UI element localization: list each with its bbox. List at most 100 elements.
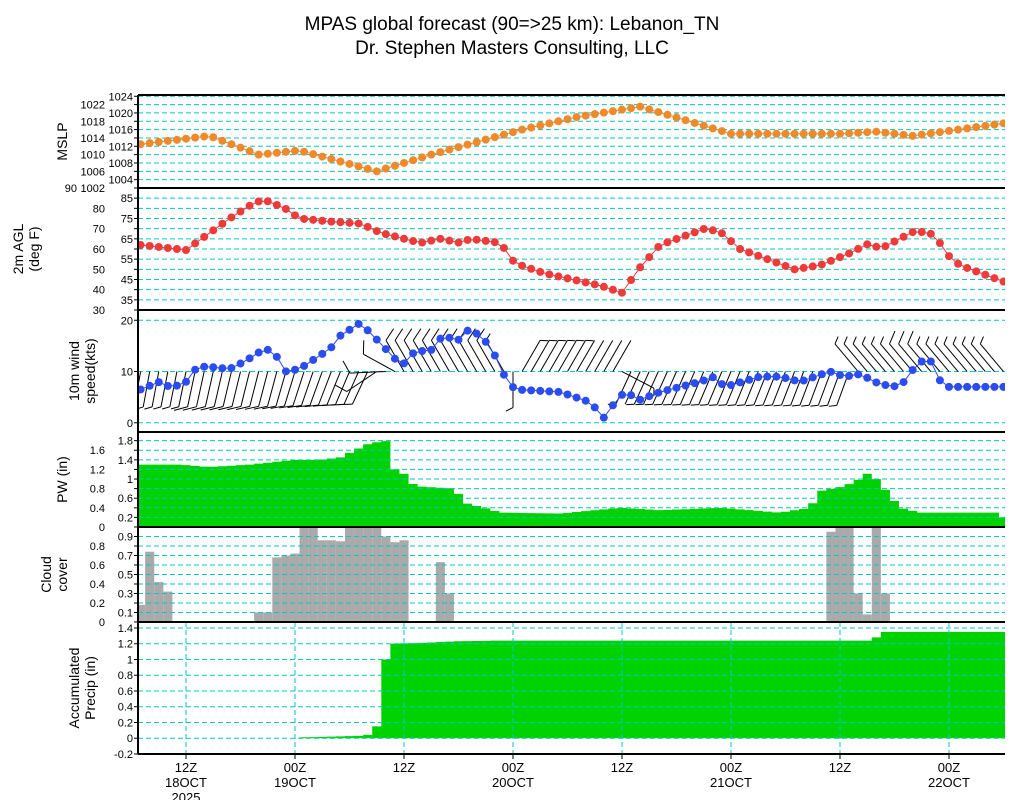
temp-point bbox=[781, 262, 789, 270]
wind-point bbox=[818, 370, 826, 378]
wind-point bbox=[981, 383, 989, 391]
temp-point bbox=[663, 238, 671, 246]
y-tick-label: 0.8 bbox=[118, 670, 133, 682]
temp-point bbox=[682, 232, 690, 240]
wind-barb bbox=[431, 340, 449, 371]
mslp-point bbox=[845, 129, 853, 137]
wind-barb-flag bbox=[980, 337, 983, 344]
cloud-bar bbox=[327, 540, 336, 622]
wind-barb bbox=[259, 372, 268, 407]
mslp-point bbox=[364, 165, 372, 173]
temp-point bbox=[309, 216, 317, 224]
temp-point bbox=[927, 230, 935, 238]
temp-point bbox=[545, 270, 553, 278]
y-axis-label: Cloud bbox=[38, 556, 54, 593]
temp-point bbox=[536, 268, 544, 276]
y-tick-label: 1008 bbox=[109, 158, 133, 170]
wind-barb-flag bbox=[908, 331, 913, 344]
temp-point bbox=[500, 244, 508, 252]
cloud-bar bbox=[381, 537, 390, 623]
temp-point bbox=[691, 228, 699, 236]
wind-point bbox=[282, 367, 290, 375]
wind-barb bbox=[689, 372, 703, 405]
mslp-point bbox=[155, 138, 163, 146]
wind-barb bbox=[917, 344, 940, 372]
y-axis-label: cover bbox=[54, 557, 70, 592]
wind-barb bbox=[214, 372, 222, 407]
mslp-point bbox=[900, 131, 908, 139]
wind-point bbox=[464, 327, 472, 335]
y-tick-label: 1002 bbox=[81, 183, 105, 195]
wind-barb bbox=[844, 344, 867, 372]
wind-point bbox=[418, 347, 426, 355]
wind-barb-flag bbox=[783, 405, 791, 406]
temp-point bbox=[182, 246, 190, 254]
cloud-bar bbox=[826, 532, 835, 622]
temp-point bbox=[836, 253, 844, 261]
temp-point bbox=[382, 230, 390, 238]
wind-point bbox=[200, 363, 208, 371]
temp-point bbox=[554, 272, 562, 280]
y-tick-label: 0.3 bbox=[118, 589, 133, 601]
temp-point bbox=[327, 218, 335, 226]
wind-point bbox=[300, 362, 308, 370]
wind-point bbox=[564, 391, 572, 399]
y-tick-label: 40 bbox=[93, 285, 105, 297]
wind-point bbox=[772, 373, 780, 381]
mslp-point bbox=[309, 150, 317, 158]
wind-barb bbox=[890, 344, 913, 372]
wind-point bbox=[682, 381, 690, 389]
wind-point bbox=[691, 379, 699, 387]
wind-point bbox=[482, 338, 490, 346]
mslp-point bbox=[645, 105, 653, 113]
temp-point bbox=[654, 243, 662, 251]
wind-point bbox=[346, 326, 354, 334]
wind-point bbox=[573, 394, 581, 402]
mslp-point bbox=[246, 147, 254, 155]
y-tick-label: 70 bbox=[93, 224, 105, 236]
y-axis-label: speed(kts) bbox=[82, 338, 98, 403]
wind-barb bbox=[871, 344, 894, 372]
wind-point bbox=[455, 336, 463, 344]
temp-point bbox=[491, 238, 499, 246]
temp-point bbox=[809, 262, 817, 270]
panels: 1024102210201018101610141012101010081006… bbox=[10, 91, 1008, 800]
mslp-point bbox=[663, 111, 671, 119]
wind-barb-flag bbox=[792, 405, 800, 406]
panel-mslp: 1024102210201018101610141012101010081006… bbox=[54, 91, 1007, 195]
wind-point bbox=[781, 374, 789, 382]
wind-barb bbox=[205, 372, 213, 407]
temp-point bbox=[346, 219, 354, 227]
chart-title: MPAS global forecast (90=>25 km): Lebano… bbox=[305, 14, 720, 35]
wind-barb bbox=[459, 340, 477, 371]
wind-barb-flag bbox=[162, 407, 170, 409]
plot-area-pw bbox=[138, 441, 1008, 527]
y-tick-label: 0.8 bbox=[90, 541, 105, 553]
mslp-point bbox=[164, 137, 172, 145]
wind-point bbox=[963, 383, 971, 391]
temp-point bbox=[936, 239, 944, 247]
temp-point bbox=[718, 229, 726, 237]
y-tick-label: 0 bbox=[127, 733, 133, 745]
cloud-bar bbox=[318, 540, 327, 622]
mslp-point bbox=[691, 119, 699, 127]
y-tick-label: 45 bbox=[121, 275, 133, 287]
temp-point bbox=[954, 260, 962, 268]
mslp-point bbox=[636, 103, 644, 111]
mslp-point bbox=[264, 150, 272, 158]
wind-barb-flag bbox=[917, 337, 920, 344]
wind-point bbox=[355, 320, 363, 328]
y-tick-label: 0.2 bbox=[118, 717, 133, 729]
wind-barb bbox=[522, 340, 540, 371]
temp-point bbox=[464, 236, 472, 244]
mslp-point bbox=[600, 109, 608, 117]
wind-barb-flag bbox=[144, 407, 152, 409]
wind-barb bbox=[971, 344, 994, 372]
temp-point bbox=[627, 276, 635, 284]
wind-barb-flag bbox=[728, 405, 736, 406]
wind-barb-flag bbox=[971, 337, 974, 344]
wind-point bbox=[173, 382, 181, 390]
wind-barb bbox=[468, 340, 486, 371]
wind-point bbox=[854, 370, 862, 378]
